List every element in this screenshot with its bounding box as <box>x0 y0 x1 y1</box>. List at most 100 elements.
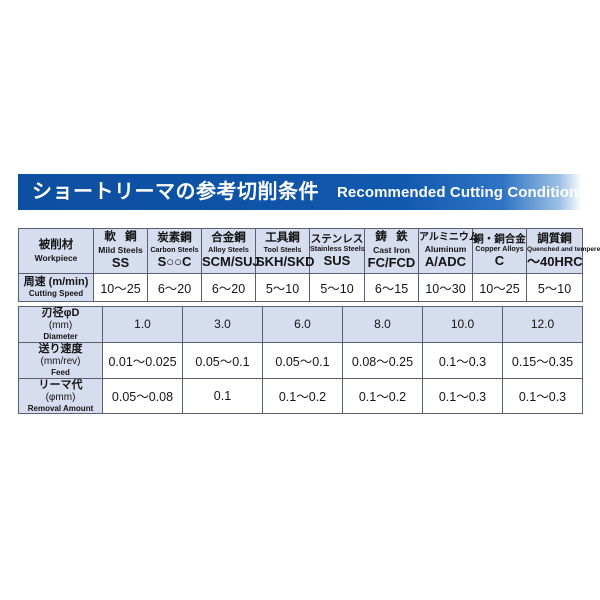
material-jp: アルミニウム <box>419 232 479 244</box>
material-header-carbon-steels: 炭素鋼 Carbon Steels S○○C <box>147 228 202 274</box>
removal-value: 0.1〜0.3 <box>502 377 583 415</box>
value-text: 12.0 <box>530 317 555 332</box>
material-jp: 銅・銅合金 <box>473 232 526 245</box>
removal-value: 0.1 <box>182 377 263 415</box>
value-text: 1.0 <box>134 317 151 332</box>
material-header-quenched-steels: 調質鋼 Quenched and tempered Steels 〜40HRC <box>526 228 600 274</box>
material-en: Mild Steels <box>98 244 143 255</box>
cutting-speed-table: 被削材 Workpiece 軟 鋼 Mild Steels SS 炭素鋼 Car… <box>18 228 600 302</box>
material-jp: 炭素鋼 <box>157 232 192 245</box>
material-code: FC/FCD <box>367 254 416 270</box>
value-text: 3.0 <box>214 317 231 332</box>
diameter-label-unit: (mm) <box>48 320 73 332</box>
material-jp: 調質鋼 <box>537 232 572 245</box>
material-header-alloy-steels: 合金鋼 Alloy Steels SCM/SUJ <box>201 228 260 274</box>
feed-row-label: 送り速度 (mm/rev) Feed <box>18 341 103 379</box>
value-text: 0.1〜0.3 <box>438 390 487 405</box>
material-en: Copper Alloys <box>475 244 524 254</box>
value-text: 5〜10 <box>265 282 300 296</box>
material-jp: 合金鋼 <box>211 232 246 245</box>
feed-value: 0.15〜0.35 <box>502 341 583 379</box>
value-text: 10.0 <box>450 317 475 332</box>
value-text: 10〜25 <box>479 282 520 296</box>
feed-label-jp: 送り速度 <box>38 342 83 355</box>
table-row-removal-amount: リーマ代 (φmm) Removal Amount 0.05〜0.08 0.1 … <box>18 377 583 415</box>
title-banner: ショートリーマの参考切削条件 Recommended Cutting Condi… <box>18 174 582 210</box>
material-en: Aluminum <box>424 244 467 255</box>
value-text: 10〜30 <box>425 282 466 296</box>
value-text: 0.05〜0.1 <box>275 354 330 369</box>
diameter-value: 1.0 <box>102 306 183 343</box>
value-text: 6〜20 <box>157 282 192 296</box>
diameter-label-jp: 刃径φD <box>41 307 80 319</box>
table-row-cutting-speed: 周速 (m/min) Cutting Speed 10〜25 6〜20 6〜20… <box>18 273 583 302</box>
cutting-speed-value: 10〜30 <box>418 273 473 302</box>
cutting-speed-label-jp: 周速 (m/min) <box>23 276 89 289</box>
feed-value: 0.05〜0.1 <box>262 341 343 379</box>
value-text: 10〜25 <box>100 282 141 296</box>
diameter-value: 8.0 <box>342 306 423 343</box>
cutting-speed-value: 5〜10 <box>526 273 583 302</box>
value-text: 0.15〜0.35 <box>511 354 574 369</box>
feed-label-en: Feed <box>51 367 70 377</box>
material-header-copper-alloys: 銅・銅合金 Copper Alloys C <box>472 228 527 274</box>
material-code: SUS <box>323 253 351 269</box>
workpiece-corner-cell: 被削材 Workpiece <box>18 228 94 274</box>
cutting-speed-label-en: Cutting Speed <box>28 289 84 299</box>
value-text: 0.1〜0.3 <box>438 354 487 369</box>
material-header-tool-steels: 工具鋼 Tool Steels SKH/SKD <box>255 228 315 274</box>
material-code: C <box>494 253 505 269</box>
material-en: Quenched and tempered Steels <box>527 246 600 254</box>
value-text: 0.08〜0.25 <box>351 354 414 369</box>
removal-label-jp: リーマ代 <box>38 378 83 391</box>
material-header-aluminum: アルミニウム Aluminum A/ADC <box>418 228 479 274</box>
feed-value: 0.1〜0.3 <box>422 341 503 379</box>
value-text: 8.0 <box>374 317 391 332</box>
material-code: SS <box>111 254 130 270</box>
removal-row-label: リーマ代 (φmm) Removal Amount <box>18 377 103 415</box>
material-code: SKH/SKD <box>256 254 315 270</box>
removal-value: 0.05〜0.08 <box>102 377 183 415</box>
material-code: SCM/SUJ <box>202 254 260 270</box>
cutting-speed-value: 6〜20 <box>201 273 256 302</box>
removal-value: 0.1〜0.2 <box>342 377 423 415</box>
material-jp: 鋳 鉄 <box>375 231 411 244</box>
value-text: 5〜10 <box>537 282 572 296</box>
removal-value: 0.1〜0.3 <box>422 377 503 415</box>
material-en: Alloy Steels <box>208 244 249 254</box>
workpiece-label-en: Workpiece <box>34 252 78 263</box>
material-header-cast-iron: 鋳 鉄 Cast Iron FC/FCD <box>364 228 419 274</box>
diameter-label-en: Diameter <box>43 332 78 342</box>
material-header-stainless-steels: ステンレス Stainless Steels SUS <box>309 228 365 274</box>
feed-value: 0.01〜0.025 <box>102 341 183 379</box>
material-en: Tool Steels <box>263 244 302 254</box>
value-text: 6.0 <box>294 317 311 332</box>
banner-title-japanese: ショートリーマの参考切削条件 <box>32 181 319 203</box>
material-code: 〜40HRC <box>527 253 583 269</box>
material-en: Stainless Steels <box>310 244 365 254</box>
table-row-diameter: 刃径φD (mm) Diameter 1.0 3.0 6.0 8.0 10.0 <box>18 306 583 343</box>
diameter-value: 12.0 <box>502 306 583 343</box>
cutting-speed-value: 10〜25 <box>472 273 527 302</box>
material-en: Carbon Steels <box>150 244 199 254</box>
cutting-speed-value: 10〜25 <box>93 273 148 302</box>
cutting-speed-value: 5〜10 <box>309 273 365 302</box>
diameter-value: 10.0 <box>422 306 503 343</box>
banner-title-english: Recommended Cutting Conditions <box>337 183 582 201</box>
material-code: A/ADC <box>424 254 467 270</box>
material-jp: 軟 鋼 <box>104 231 140 244</box>
material-jp: ステンレス <box>310 232 364 245</box>
material-code: S○○C <box>157 254 192 270</box>
table-row-header: 被削材 Workpiece 軟 鋼 Mild Steels SS 炭素鋼 Car… <box>18 228 600 274</box>
cutting-speed-value: 6〜15 <box>364 273 419 302</box>
diameter-row-label: 刃径φD (mm) Diameter <box>18 306 103 343</box>
material-header-mild-steels: 軟 鋼 Mild Steels SS <box>93 228 148 274</box>
diameter-value: 6.0 <box>262 306 343 343</box>
value-text: 6〜15 <box>374 282 409 296</box>
cutting-speed-value: 5〜10 <box>255 273 310 302</box>
removal-label-en: Removal Amount <box>27 403 94 413</box>
feed-value: 0.08〜0.25 <box>342 341 423 379</box>
diameter-value: 3.0 <box>182 306 263 343</box>
material-en: Cast Iron <box>373 244 410 255</box>
